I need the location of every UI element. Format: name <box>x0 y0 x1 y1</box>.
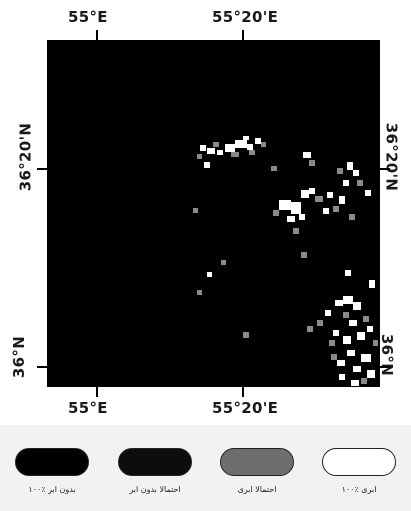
lon-label-bottom-55-20e: 55°20'E <box>212 399 279 417</box>
lat-label-left-36n: 36°N <box>10 335 29 379</box>
lat-label-left-36-20n: 36°20'N <box>16 122 35 192</box>
tick-right-36n <box>380 366 390 368</box>
tick-bottom-55e <box>96 387 98 397</box>
lon-label-bottom-55e: 55°E <box>68 399 108 417</box>
tick-left-36-20n <box>37 168 47 170</box>
tick-top-55e <box>96 30 98 40</box>
cloud-mask-raster <box>47 40 380 387</box>
lon-label-top-55e: 55°E <box>68 8 108 26</box>
tick-top-55-20e <box>242 30 244 40</box>
legend-label-probably-clear: احتمالا بدون ابر <box>129 485 181 494</box>
lat-label-right-36-20n: 36°20'N <box>382 122 401 192</box>
tick-left-36n <box>37 366 47 368</box>
cloud-mask-map <box>47 40 380 387</box>
legend-swatch-cloudy-100 <box>322 448 396 476</box>
legend-swatch-probably-clear <box>118 448 192 476</box>
legend-label-cloudy-100: ۱۰۰٪ ابری <box>341 485 377 494</box>
lon-label-top-55-20e: 55°20'E <box>212 8 279 26</box>
tick-bottom-55-20e <box>242 387 244 397</box>
legend-swatch-probably-cloudy <box>220 448 294 476</box>
legend-swatch-clear-100 <box>15 448 89 476</box>
legend-label-clear-100: ۱۰۰٪ بدون ابر <box>28 485 76 494</box>
tick-right-36-20n <box>380 168 390 170</box>
legend-label-probably-cloudy: احتمالا ابری <box>237 485 277 494</box>
lat-label-right-36n: 36°N <box>378 333 397 377</box>
